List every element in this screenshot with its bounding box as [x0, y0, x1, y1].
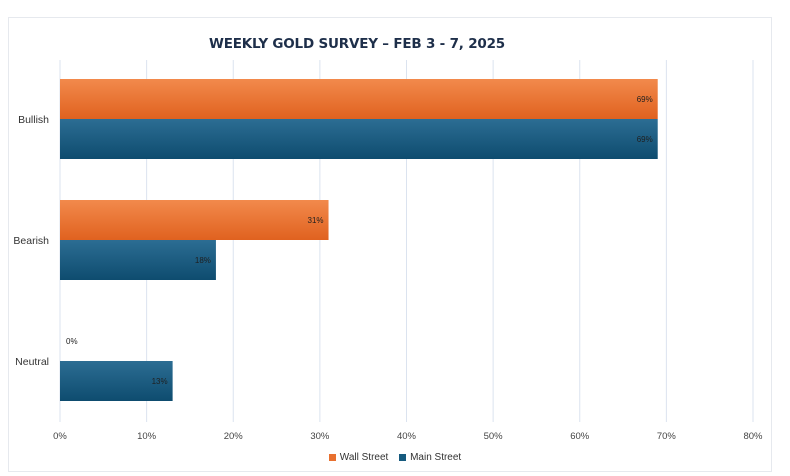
chart-title: WEEKLY GOLD SURVEY – FEB 3 - 7, 2025 [209, 36, 505, 52]
bar-main-street [60, 119, 658, 159]
legend-item-wall-street: Wall Street [328, 452, 389, 463]
x-tick-label: 60% [570, 431, 590, 442]
legend-label-main-street: Main Street [410, 452, 462, 463]
data-label-wall-street: 31% [308, 216, 324, 225]
legend: Wall Street Main Street [0, 452, 790, 464]
data-label-wall-street: 69% [637, 95, 653, 104]
data-label-main-street: 18% [195, 256, 211, 265]
x-tick-label: 70% [657, 431, 677, 442]
bar-wall-street [60, 200, 329, 240]
bar-main-street [60, 361, 173, 401]
bar-main-street [60, 240, 216, 280]
x-tick-label: 0% [53, 431, 67, 442]
category-label: Neutral [15, 356, 49, 368]
bar-wall-street [60, 79, 658, 119]
x-tick-label: 10% [137, 431, 157, 442]
data-label-wall-street: 0% [66, 337, 78, 346]
x-tick-label: 30% [310, 431, 330, 442]
data-label-main-street: 13% [152, 377, 168, 386]
data-label-main-street: 69% [637, 135, 653, 144]
x-tick-label: 40% [397, 431, 417, 442]
legend-swatch-main-street [399, 454, 407, 461]
x-tick-label: 80% [743, 431, 763, 442]
legend-label-wall-street: Wall Street [339, 452, 389, 463]
legend-swatch-wall-street [328, 454, 336, 461]
category-label: Bullish [18, 114, 49, 126]
x-tick-label: 50% [484, 431, 504, 442]
category-label: Bearish [13, 235, 49, 247]
x-tick-label: 20% [224, 431, 244, 442]
legend-item-main-street: Main Street [399, 452, 461, 463]
